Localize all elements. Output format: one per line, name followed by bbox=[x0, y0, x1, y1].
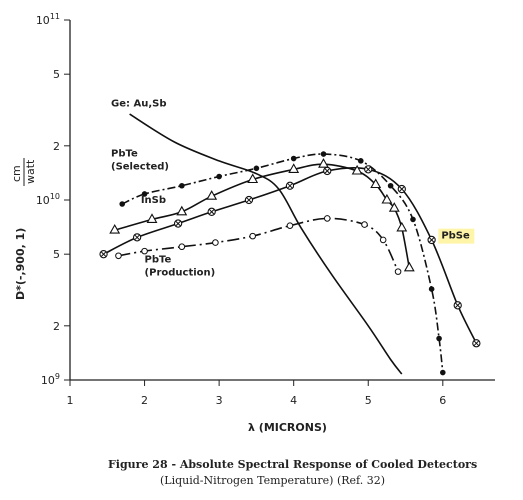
data-point bbox=[397, 184, 406, 194]
series-label: (Production) bbox=[145, 267, 216, 278]
data-point bbox=[178, 243, 186, 251]
data-point bbox=[253, 165, 260, 172]
series-label-highlight bbox=[438, 228, 475, 244]
data-point bbox=[212, 239, 219, 246]
axis-ticks: 1 2 3 4 5 6 109 2 5 1010 2 5 1011 bbox=[36, 12, 446, 407]
data-point bbox=[141, 191, 148, 197]
x-tick-label: 3 bbox=[216, 394, 223, 407]
data-point bbox=[472, 339, 481, 348]
data-point bbox=[403, 261, 415, 272]
data-point bbox=[394, 268, 402, 275]
y-axis-title-text: D*(-,900, 1) bbox=[14, 228, 27, 300]
y-tick-label: 5 bbox=[53, 248, 60, 261]
data-point bbox=[290, 155, 297, 162]
series-label: PbTe bbox=[145, 254, 172, 265]
caption-line-2: (Liquid-Nitrogen Temperature) (Ref. 32) bbox=[160, 474, 385, 487]
series-label: PbTe bbox=[111, 148, 138, 159]
series-lines bbox=[103, 113, 478, 375]
data-point bbox=[364, 165, 373, 174]
data-point bbox=[361, 221, 368, 228]
data-point bbox=[453, 301, 462, 310]
data-point bbox=[249, 232, 256, 240]
series-line bbox=[114, 163, 411, 268]
data-point bbox=[244, 195, 254, 205]
x-tick-label: 1 bbox=[67, 394, 74, 407]
data-point bbox=[427, 235, 436, 245]
series-markers bbox=[99, 151, 481, 376]
y-tick-label: 2 bbox=[53, 320, 60, 333]
data-point bbox=[176, 205, 188, 216]
series-line bbox=[129, 113, 403, 375]
data-point bbox=[351, 164, 363, 175]
series-labels: Ge: Au,Sb PbTe (Selected) InSb PbSe PbTe (Prod… bbox=[111, 99, 475, 278]
y-axis-unit-denominator: watt bbox=[24, 159, 37, 184]
data-point bbox=[381, 193, 393, 204]
data-point bbox=[320, 151, 327, 157]
data-point bbox=[428, 286, 435, 292]
data-point bbox=[141, 247, 148, 255]
data-point bbox=[410, 216, 416, 223]
y-tick-label: 1011 bbox=[36, 12, 60, 27]
data-point bbox=[318, 158, 329, 168]
x-tick-label: 4 bbox=[290, 394, 297, 407]
series-label: PbSe bbox=[441, 231, 470, 242]
series-label: Ge: Au,Sb bbox=[111, 99, 167, 110]
y-tick-label: 2 bbox=[53, 140, 60, 153]
series-line bbox=[118, 217, 399, 272]
series-label: (Selected) bbox=[111, 161, 169, 172]
x-tick-label: 5 bbox=[365, 394, 372, 407]
data-point bbox=[323, 166, 332, 176]
data-point bbox=[119, 201, 125, 207]
data-point bbox=[436, 335, 442, 342]
data-point bbox=[207, 207, 216, 216]
data-point bbox=[357, 158, 364, 164]
data-point bbox=[173, 219, 183, 228]
x-axis-title: λ (MICRONS) bbox=[248, 421, 327, 434]
data-point bbox=[379, 236, 387, 244]
data-point bbox=[206, 190, 218, 200]
plot-area bbox=[69, 20, 495, 381]
data-point bbox=[146, 213, 158, 223]
data-point bbox=[387, 182, 394, 189]
data-point bbox=[370, 178, 382, 189]
data-point bbox=[388, 202, 400, 212]
caption-line-1: Figure 28 - Absolute Spectral Response o… bbox=[108, 458, 477, 471]
y-axis-title: D*(-,900, 1) cm watt bbox=[10, 158, 37, 300]
data-point bbox=[99, 250, 108, 259]
data-point bbox=[286, 222, 294, 229]
data-point bbox=[323, 215, 331, 222]
data-point bbox=[285, 181, 295, 190]
data-point bbox=[216, 173, 222, 180]
data-point bbox=[115, 252, 122, 260]
y-tick-label: 5 bbox=[53, 68, 60, 81]
y-tick-label: 1010 bbox=[36, 192, 60, 207]
x-tick-label: 6 bbox=[439, 394, 446, 407]
data-point bbox=[396, 221, 408, 232]
data-point bbox=[132, 233, 142, 242]
data-point bbox=[109, 223, 121, 234]
x-tick-label: 2 bbox=[141, 394, 148, 407]
data-point bbox=[179, 182, 185, 189]
data-point bbox=[288, 163, 300, 173]
y-tick-label: 109 bbox=[41, 372, 60, 387]
series-label: InSb bbox=[141, 195, 166, 206]
data-point bbox=[247, 173, 259, 184]
y-axis-unit-numerator: cm bbox=[10, 165, 23, 182]
data-point bbox=[440, 369, 446, 376]
